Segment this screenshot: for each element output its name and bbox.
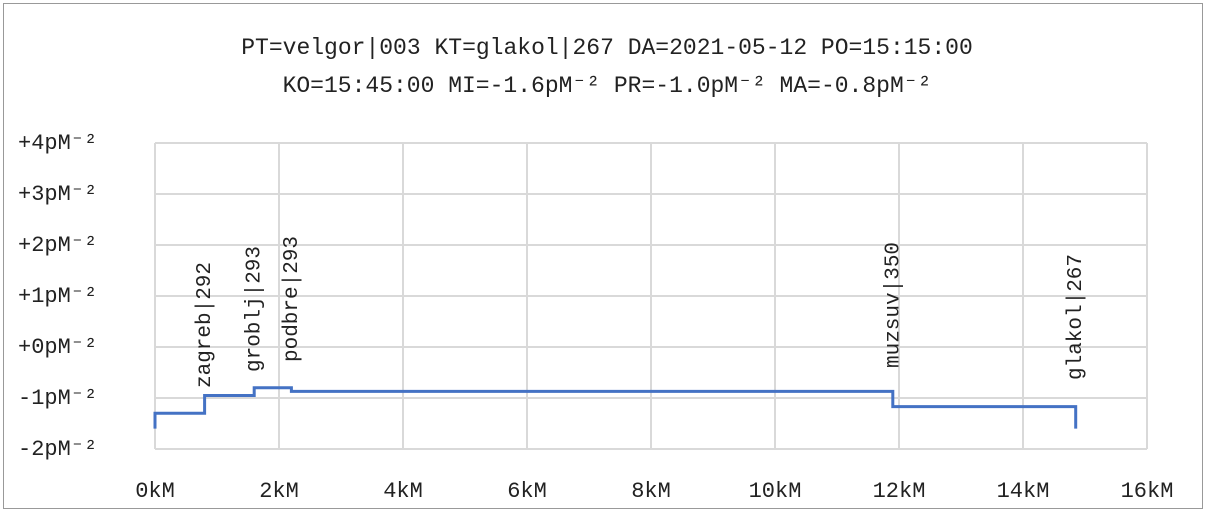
chart-frame (3, 3, 1203, 509)
annotation: podbre|293 (281, 236, 304, 362)
y-tick-label: +3pM⁻² (18, 182, 97, 207)
x-tick-label: 14kM (997, 479, 1050, 504)
annotation: zagreb|292 (194, 262, 217, 388)
y-tick-label: -1pM⁻² (18, 386, 97, 411)
x-tick-label: 4kM (383, 479, 423, 504)
x-tick-label: 0kM (135, 479, 175, 504)
annotation: groblj|293 (244, 246, 267, 372)
chart-title: PT=velgor|003 KT=glakol|267 DA=2021-05-1… (241, 35, 973, 61)
x-tick-label: 6kM (507, 479, 547, 504)
x-tick-label: 10kM (749, 479, 802, 504)
x-tick-label: 12kM (873, 479, 926, 504)
y-tick-label: +2pM⁻² (18, 233, 97, 258)
chart-title: KO=15:45:00 MI=-1.6pM⁻² PR=-1.0pM⁻² MA=-… (283, 73, 932, 99)
y-tick-label: +0pM⁻² (18, 335, 97, 360)
data-line (153, 386, 1078, 429)
x-tick-label: 8kM (631, 479, 671, 504)
y-tick-label: -2pM⁻² (18, 437, 97, 462)
annotation: glakol|267 (1065, 254, 1088, 380)
annotation: muzsuv|350 (882, 242, 905, 368)
y-tick-label: +4pM⁻² (18, 131, 97, 156)
x-tick-label: 16kM (1121, 479, 1174, 504)
y-tick-label: +1pM⁻² (18, 284, 97, 309)
x-tick-label: 2kM (259, 479, 299, 504)
